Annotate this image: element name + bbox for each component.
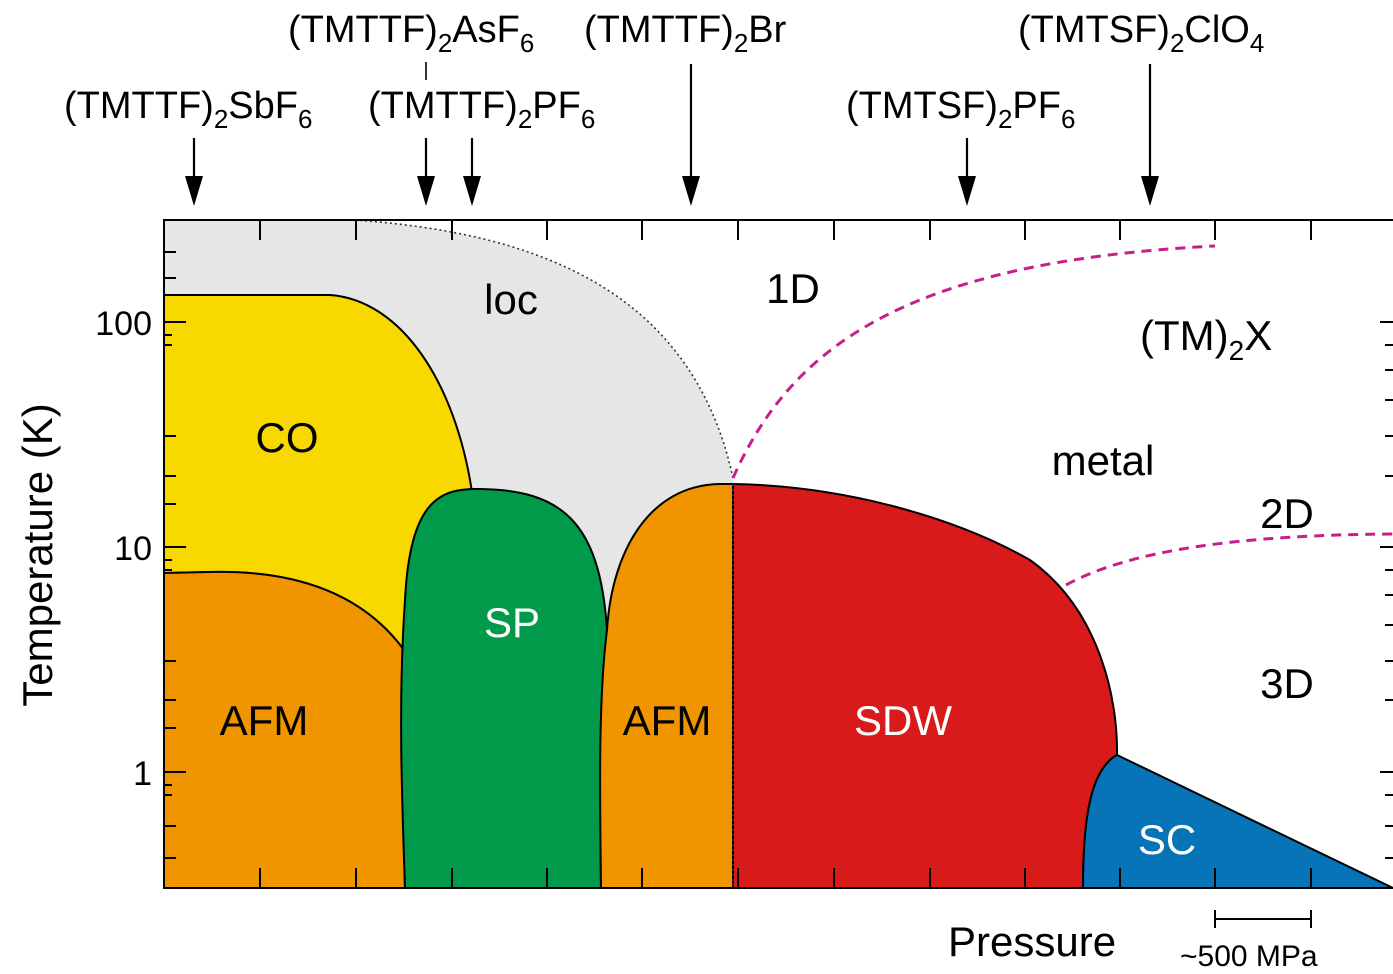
x-axis-label: Pressure	[948, 918, 1116, 965]
y-tick-label-10: 10	[114, 530, 152, 568]
y-axis-label: Temperature (K)	[14, 403, 61, 706]
phase-label-sc: SC	[1138, 816, 1196, 863]
compound-label-tmttf-sbf6: (TMTTF)2SbF6	[64, 85, 312, 134]
loc-region	[164, 220, 733, 640]
compound-label-tmtsf-clo4: (TMTSF)2ClO4	[1018, 9, 1264, 58]
phase-label-sp: SP	[484, 599, 540, 646]
sp-region	[400, 487, 609, 889]
region-label-1d: 1D	[766, 265, 820, 312]
compound-label-tmttf-pf6: (TMTTF)2PF6	[368, 85, 595, 134]
compound-label-tmtsf-pf6: (TMTSF)2PF6	[846, 85, 1075, 134]
phase-label-sdw: SDW	[854, 697, 952, 744]
crossover-2d-3d	[1065, 532, 1393, 587]
sdw-region	[732, 482, 1119, 889]
compound-arrows	[185, 62, 1159, 206]
scale-bar-label: ~500 MPa	[1180, 940, 1318, 973]
phase-label-co: CO	[256, 414, 319, 461]
region-label-metal: metal	[1052, 437, 1155, 484]
y-ticks	[164, 251, 186, 859]
phase-label-afm-left: AFM	[220, 697, 309, 744]
region-label-3d: 3D	[1260, 660, 1314, 707]
region-label-2d: 2D	[1260, 490, 1314, 537]
y-tick-label-100: 100	[95, 305, 152, 343]
crossover-1d-2d	[731, 244, 1216, 479]
y-ticks-right	[1380, 321, 1393, 859]
afm-right-region	[599, 483, 734, 889]
x-ticks	[259, 220, 1312, 888]
phase-label-loc: loc	[484, 276, 538, 323]
sc-region	[1081, 753, 1393, 889]
compound-label-tmttf-asf6: (TMTTF)2AsF6	[288, 9, 534, 58]
plot-frame	[163, 219, 1393, 889]
phase-label-afm-right: AFM	[623, 697, 712, 744]
scale-bar	[1214, 910, 1312, 928]
formula-label: (TM)2X	[1140, 312, 1272, 366]
compound-label-tmttf-br: (TMTTF)2Br	[584, 9, 787, 58]
y-tick-label-1: 1	[133, 755, 152, 793]
